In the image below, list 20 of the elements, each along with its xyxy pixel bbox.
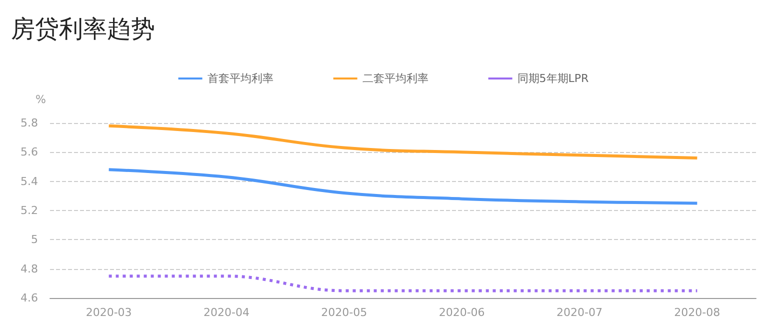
line-series [107, 124, 699, 160]
chart-title: 房贷利率趋势 [11, 15, 155, 43]
y-tick-label: 4.6 [20, 292, 38, 304]
line-series [107, 168, 699, 205]
x-tick-label: 2020-05 [321, 306, 368, 319]
x-tick-label: 2020-04 [204, 306, 250, 319]
y-tick-label: 5.6 [20, 146, 38, 159]
legend-label: 首套平均利率 [207, 72, 274, 85]
y-axis-title: % [36, 93, 46, 106]
x-tick-label: 2020-08 [674, 306, 720, 319]
y-tick-label: 5.4 [20, 174, 38, 188]
x-tick-label: 2020-03 [86, 306, 132, 319]
legend-label: 同期5年期LPR [517, 72, 590, 85]
x-tick-label: 2020-06 [438, 306, 485, 319]
y-tick-label: 5 [31, 233, 38, 246]
x-tick-label: 2020-07 [556, 306, 602, 319]
y-tick-label: 5.2 [20, 204, 38, 217]
y-tick-label: 5.8 [20, 116, 38, 130]
legend-label: 二套平均利率 [362, 72, 428, 85]
y-tick-label: 4.8 [20, 262, 38, 276]
